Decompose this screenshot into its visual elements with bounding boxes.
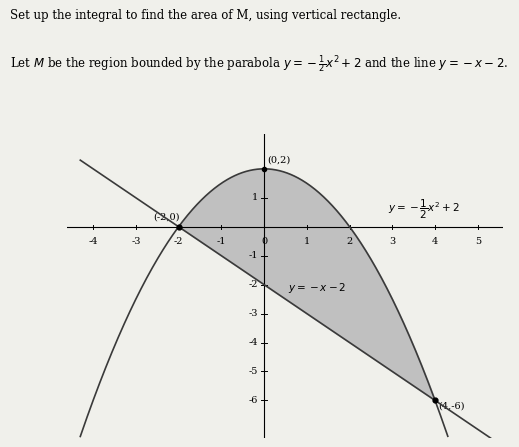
Text: (-2,0): (-2,0) [153, 212, 180, 222]
Text: (4,-6): (4,-6) [439, 402, 465, 411]
Text: -2: -2 [174, 237, 183, 246]
Text: 0: 0 [261, 237, 267, 246]
Text: -3: -3 [248, 309, 257, 318]
Text: 5: 5 [475, 237, 481, 246]
Text: -1: -1 [248, 251, 257, 260]
Text: $y = -\dfrac{1}{2}x^2 + 2$: $y = -\dfrac{1}{2}x^2 + 2$ [388, 198, 460, 221]
Text: (0,2): (0,2) [267, 156, 291, 164]
Text: Set up the integral to find the area of M, using vertical rectangle.: Set up the integral to find the area of … [10, 9, 402, 22]
Text: 2: 2 [347, 237, 353, 246]
Text: 1: 1 [251, 193, 257, 202]
Text: -3: -3 [131, 237, 141, 246]
Text: Let $M$ be the region bounded by the parabola $y = -\frac{1}{2}x^2 + 2$ and the : Let $M$ be the region bounded by the par… [10, 54, 509, 76]
Text: -4: -4 [88, 237, 98, 246]
Text: $y = -x - 2$: $y = -x - 2$ [288, 281, 346, 295]
Text: -4: -4 [248, 338, 257, 347]
Text: -1: -1 [216, 237, 226, 246]
Text: 3: 3 [389, 237, 395, 246]
Text: -6: -6 [248, 396, 257, 405]
Text: 4: 4 [432, 237, 438, 246]
Text: 1: 1 [304, 237, 310, 246]
Text: -5: -5 [248, 367, 257, 376]
Text: -2: -2 [248, 280, 257, 289]
